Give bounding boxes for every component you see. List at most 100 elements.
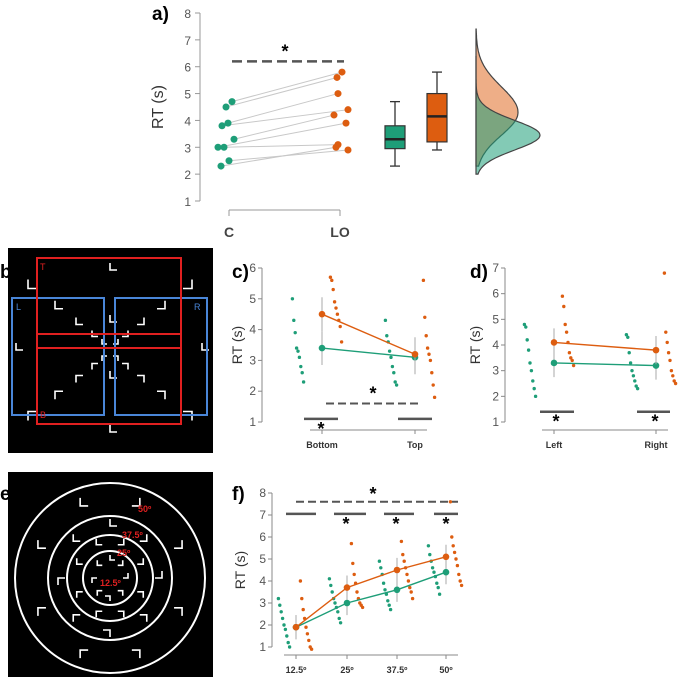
c-raw-point-lo — [424, 334, 428, 338]
bottom-region-label: B — [40, 410, 46, 420]
ring-bracket — [79, 497, 89, 507]
left-region-label: L — [16, 302, 21, 312]
f-raw-point-lo — [301, 607, 305, 612]
a-y-tick-label: 3 — [184, 141, 191, 155]
f-raw-point-lo — [448, 500, 453, 504]
stimulus-background — [8, 248, 213, 453]
a-box-lo — [426, 92, 448, 143]
d-raw-point-lo — [664, 330, 668, 334]
d-raw-point-lo — [665, 340, 669, 345]
stimulus-bracket — [183, 410, 193, 421]
f-raw-point-lo — [458, 579, 462, 583]
c-sig-star-bottom: * — [317, 419, 324, 439]
d-raw-point-c — [522, 322, 527, 327]
d-raw-point-lo — [564, 330, 569, 334]
ring-bracket — [57, 577, 65, 585]
stimulus-bracket — [54, 300, 63, 310]
d-raw-point-c — [627, 351, 631, 355]
right-region-label: R — [194, 302, 201, 312]
stimulus-bracket — [109, 425, 117, 433]
c-mean-point-lo — [318, 310, 326, 318]
d-y-tick-label: 6 — [492, 287, 499, 301]
f-mean-point-lo — [343, 584, 351, 591]
f-x-tick-label: 37.5º — [387, 665, 409, 675]
c-raw-point-c — [387, 349, 392, 353]
a-pair-line — [231, 71, 343, 103]
a-point-c — [217, 162, 225, 170]
f-raw-point-lo — [452, 550, 457, 555]
a-y-tick-label: 7 — [184, 34, 191, 48]
d-sig-star-left: * — [552, 412, 559, 432]
f-raw-point-lo — [459, 583, 464, 588]
stimulus-bracket — [101, 355, 107, 361]
d-raw-point-c — [533, 394, 538, 399]
f-raw-point-lo — [399, 539, 404, 544]
ring-bracket — [109, 555, 115, 561]
f-raw-point-c — [377, 559, 382, 563]
f-raw-point-c — [330, 590, 334, 594]
f-raw-point-c — [282, 623, 286, 627]
f-y-axis-label: RT (s) — [232, 551, 248, 589]
f-mean-point-lo — [292, 623, 300, 631]
d-y-tick-label: 2 — [492, 389, 499, 403]
ring-marks — [37, 497, 183, 659]
f-mean-point-lo — [393, 566, 401, 574]
ring-50 — [14, 482, 206, 674]
c-raw-point-c — [292, 318, 296, 323]
f-mean-point-c — [393, 586, 401, 594]
stimulus-bracket — [54, 390, 63, 400]
stimulus-bracket — [157, 390, 166, 400]
d-sig-star-right: * — [651, 412, 658, 432]
ring-bracket — [117, 589, 124, 596]
f-raw-point-lo — [352, 572, 356, 577]
ring-bracket — [131, 649, 141, 659]
f-raw-point-lo — [408, 585, 412, 590]
f-sig-star: * — [392, 514, 399, 534]
d-mean-point-lo — [550, 339, 558, 346]
f-y-tick-label: 1 — [259, 640, 266, 654]
a-x-tick-label: LO — [330, 224, 350, 240]
ring-25 — [66, 534, 154, 622]
a-x-tick-label: C — [224, 224, 234, 240]
a-pair-line — [225, 76, 338, 108]
c-raw-point-lo — [335, 312, 340, 316]
f-raw-point-c — [383, 588, 387, 592]
f-raw-point-lo — [402, 559, 406, 563]
c-raw-point-c — [394, 383, 399, 387]
ring-bracket — [155, 571, 163, 579]
f-raw-point-c — [287, 645, 292, 649]
ring-12-5 — [82, 550, 138, 606]
f-raw-point-lo — [355, 590, 359, 594]
a-point-lo — [338, 68, 346, 76]
f-raw-point-lo — [406, 579, 411, 583]
a-y-tick-label: 2 — [184, 168, 191, 182]
a-point-c — [222, 103, 230, 111]
d-raw-point-c — [529, 368, 534, 373]
a-y-tick-label: 8 — [184, 7, 191, 21]
d-raw-point-c — [633, 379, 637, 383]
a-significance-star: * — [281, 41, 288, 61]
stimulus-bracket — [109, 263, 117, 271]
a-point-c — [220, 143, 228, 151]
f-raw-point-c — [336, 610, 340, 614]
a-point-lo — [344, 106, 352, 114]
d-raw-point-lo — [562, 304, 566, 309]
c-raw-point-c — [390, 364, 395, 369]
f-mean-point-c — [442, 568, 450, 576]
c-raw-point-lo — [432, 395, 437, 400]
f-mean-point-c — [343, 599, 351, 607]
a-pair-line — [233, 114, 335, 140]
c-raw-point-lo — [425, 346, 430, 350]
c-raw-point-c — [294, 346, 299, 350]
f-raw-point-lo — [349, 541, 354, 546]
d-raw-point-lo — [671, 374, 675, 378]
c-raw-point-lo — [423, 315, 427, 319]
stimulus-marks — [15, 263, 209, 433]
c-y-tick-label: 6 — [249, 261, 256, 275]
f-y-tick-label: 2 — [259, 618, 266, 632]
c-raw-point-lo — [428, 358, 433, 363]
ring-label-37-5: 37.5º — [122, 530, 144, 540]
d-y-tick-label: 4 — [492, 338, 499, 352]
ring-bracket — [95, 538, 103, 546]
d-raw-point-lo — [570, 358, 574, 363]
